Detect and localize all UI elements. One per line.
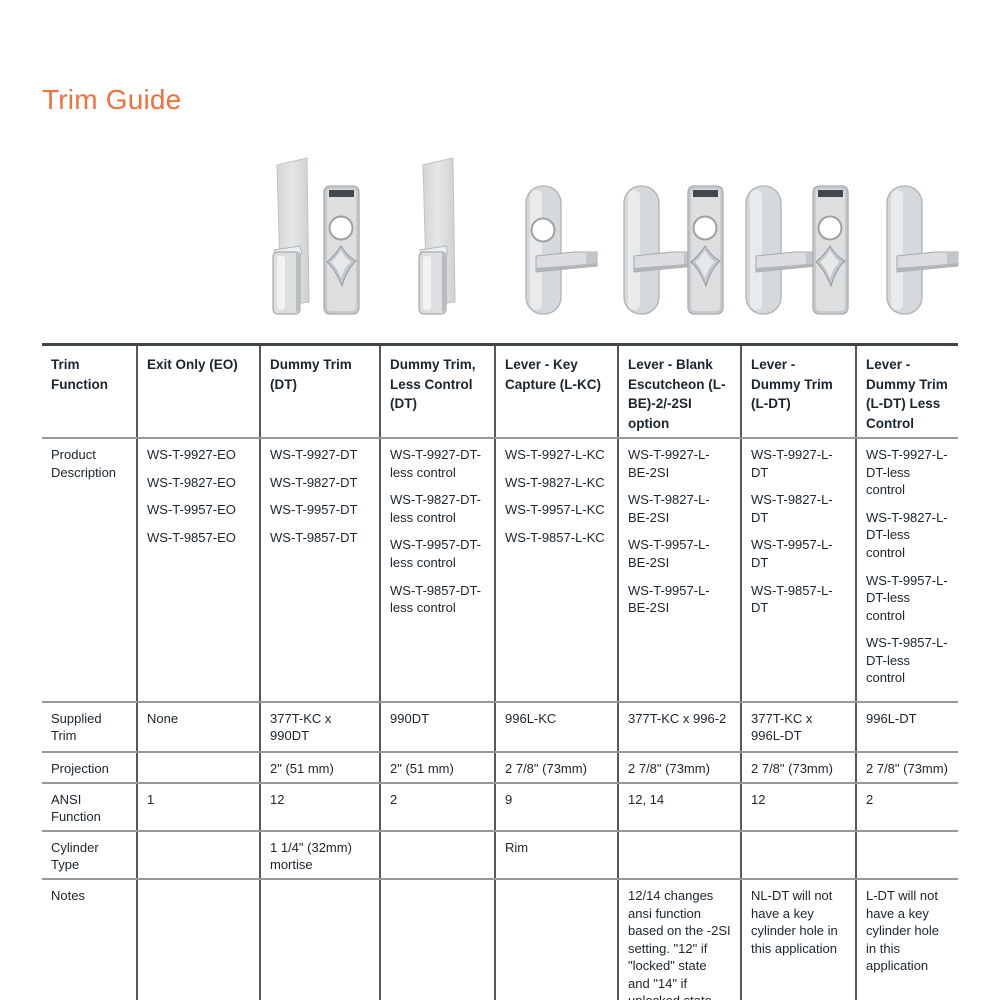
- product-code: WS-T-9927-DT-less control: [390, 447, 482, 480]
- cylinder-cell: [379, 830, 495, 881]
- ansi-cell: 9: [494, 782, 618, 832]
- row-label-ansi-function: ANSI Function: [42, 782, 137, 832]
- product-cell: WS-T-9927-L-DT-less control WS-T-9827-L-…: [855, 438, 958, 703]
- notes-cell: [494, 879, 618, 1000]
- product-code: WS-T-9957-EO: [147, 502, 236, 518]
- col-header-lever-be: Lever - Blank Escutcheon (L-BE)-2/-2SI o…: [617, 344, 741, 440]
- ansi-cell: 12: [259, 782, 380, 832]
- escutcheon-thumbturn-trim-image-2: [686, 184, 726, 321]
- notes-cell: L-DT will not have a key cylinder hole i…: [855, 879, 958, 1000]
- ansi-cell: 2: [379, 782, 495, 832]
- product-code: WS-T-9927-L-DT-less control: [866, 447, 948, 498]
- col-header-dummy-trim: Dummy Trim (DT): [259, 344, 380, 440]
- product-code: WS-T-9957-DT-less control: [390, 537, 482, 570]
- col-header-lever-dt-less: Lever - Dummy Trim (L-DT) Less Control: [855, 344, 958, 440]
- projection-cell: 2 7/8" (73mm): [617, 751, 741, 784]
- notes-cell: [259, 879, 380, 1000]
- flat-pull-less-control-trim-image: [412, 154, 468, 323]
- product-cell: WS-T-9927-L-KC WS-T-9827-L-KC WS-T-9957-…: [494, 438, 618, 703]
- lever-blank-escutcheon-trim-image: [622, 184, 700, 321]
- product-code: WS-T-9927-DT: [270, 447, 358, 463]
- escutcheon-thumbturn-trim-image: [322, 184, 362, 321]
- product-code: WS-T-9827-L-KC: [505, 474, 605, 490]
- cylinder-cell: [740, 830, 856, 881]
- cylinder-cell: [855, 830, 958, 881]
- notes-cell: 12/14 changes ansi function based on the…: [617, 879, 741, 1000]
- row-label-supplied-trim: Supplied Trim: [42, 701, 137, 753]
- supplied-trim-cell: 996L-DT: [855, 701, 958, 753]
- product-code: WS-T-9927-EO: [147, 447, 236, 463]
- product-code: WS-T-9857-L-DT-less control: [866, 635, 948, 686]
- notes-cell: NL-DT will not have a key cylinder hole …: [740, 879, 856, 1000]
- product-code: WS-T-9827-DT: [270, 474, 358, 490]
- cylinder-cell: Rim: [494, 830, 618, 881]
- col-header-lever-kc: Lever - Key Capture (L-KC): [494, 344, 618, 440]
- product-code: WS-T-9827-DT-less control: [390, 492, 482, 525]
- cylinder-cell: [617, 830, 741, 881]
- projection-cell: 2 7/8" (73mm): [494, 751, 618, 784]
- corner-header: Trim Function: [42, 344, 137, 440]
- lever-key-capture-trim-image: [524, 184, 602, 321]
- col-header-lever-dt: Lever - Dummy Trim (L-DT): [740, 344, 856, 440]
- page-title: Trim Guide: [42, 84, 182, 115]
- product-code: WS-T-9827-L-BE-2SI: [628, 492, 710, 525]
- product-cell: WS-T-9927-DT WS-T-9827-DT WS-T-9957-DT W…: [259, 438, 380, 703]
- col-header-exit-only: Exit Only (EO): [136, 344, 260, 440]
- product-code: WS-T-9827-EO: [147, 474, 236, 490]
- product-code: WS-T-9827-L-DT: [751, 492, 833, 525]
- cylinder-cell: [136, 830, 260, 881]
- projection-cell: 2" (51 mm): [379, 751, 495, 784]
- product-cell: WS-T-9927-DT-less control WS-T-9827-DT-l…: [379, 438, 495, 703]
- col-header-dummy-trim-less: Dummy Trim, Less Control (DT): [379, 344, 495, 440]
- product-code: WS-T-9857-L-DT: [751, 582, 833, 616]
- product-code: WS-T-9957-L-BE-2SI: [628, 582, 710, 616]
- product-code: WS-T-9957-L-KC: [505, 502, 605, 518]
- supplied-trim-cell: None: [136, 701, 260, 753]
- product-code: WS-T-9857-EO: [147, 529, 236, 545]
- projection-cell: 2 7/8" (73mm): [855, 751, 958, 784]
- product-code: WS-T-9957-L-DT: [751, 537, 833, 570]
- projection-cell: [136, 751, 260, 784]
- ansi-cell: 12, 14: [617, 782, 741, 832]
- product-code: WS-T-9957-DT: [270, 502, 358, 518]
- projection-cell: 2" (51 mm): [259, 751, 380, 784]
- supplied-trim-cell: 990DT: [379, 701, 495, 753]
- lever-dummy-less-control-trim-image: [885, 184, 963, 321]
- notes-cell: [136, 879, 260, 1000]
- supplied-trim-cell: 377T-KC x 990DT: [259, 701, 380, 753]
- supplied-trim-cell: 377T-KC x 996L-DT: [740, 701, 856, 753]
- product-code: WS-T-9857-DT-less control: [390, 582, 482, 616]
- product-code: WS-T-9927-L-KC: [505, 447, 605, 463]
- projection-cell: 2 7/8" (73mm): [740, 751, 856, 784]
- escutcheon-thumbturn-trim-image-3: [811, 184, 851, 321]
- flat-pull-trim-image: [266, 154, 322, 323]
- product-cell: WS-T-9927-L-BE-2SI WS-T-9827-L-BE-2SI WS…: [617, 438, 741, 703]
- ansi-cell: 1: [136, 782, 260, 832]
- product-code: WS-T-9927-L-BE-2SI: [628, 447, 710, 480]
- product-code: WS-T-9957-L-BE-2SI: [628, 537, 710, 570]
- row-label-projection: Projection: [42, 751, 137, 784]
- product-code: WS-T-9927-L-DT: [751, 447, 833, 480]
- product-cell: WS-T-9927-EO WS-T-9827-EO WS-T-9957-EO W…: [136, 438, 260, 703]
- notes-cell: [379, 879, 495, 1000]
- supplied-trim-cell: 996L-KC: [494, 701, 618, 753]
- row-label-cylinder-type: Cylinder Type: [42, 830, 137, 881]
- row-label-notes: Notes: [51, 888, 85, 903]
- trim-guide-table: Trim Function Exit Only (EO) Dummy Trim …: [42, 343, 958, 1000]
- product-code: WS-T-9827-L-DT-less control: [866, 509, 948, 560]
- product-code: WS-T-9857-L-KC: [505, 529, 605, 545]
- product-code: WS-T-9957-L-DT-less control: [866, 572, 948, 623]
- lever-dummy-trim-image: [744, 184, 822, 321]
- cylinder-cell: 1 1/4" (32mm) mortise: [259, 830, 380, 881]
- row-label-product-description: Product Description: [42, 438, 137, 703]
- ansi-cell: 12: [740, 782, 856, 832]
- supplied-trim-cell: 377T-KC x 996-2: [617, 701, 741, 753]
- ansi-cell: 2: [855, 782, 958, 832]
- product-code: WS-T-9857-DT: [270, 529, 358, 545]
- product-cell: WS-T-9927-L-DT WS-T-9827-L-DT WS-T-9957-…: [740, 438, 856, 703]
